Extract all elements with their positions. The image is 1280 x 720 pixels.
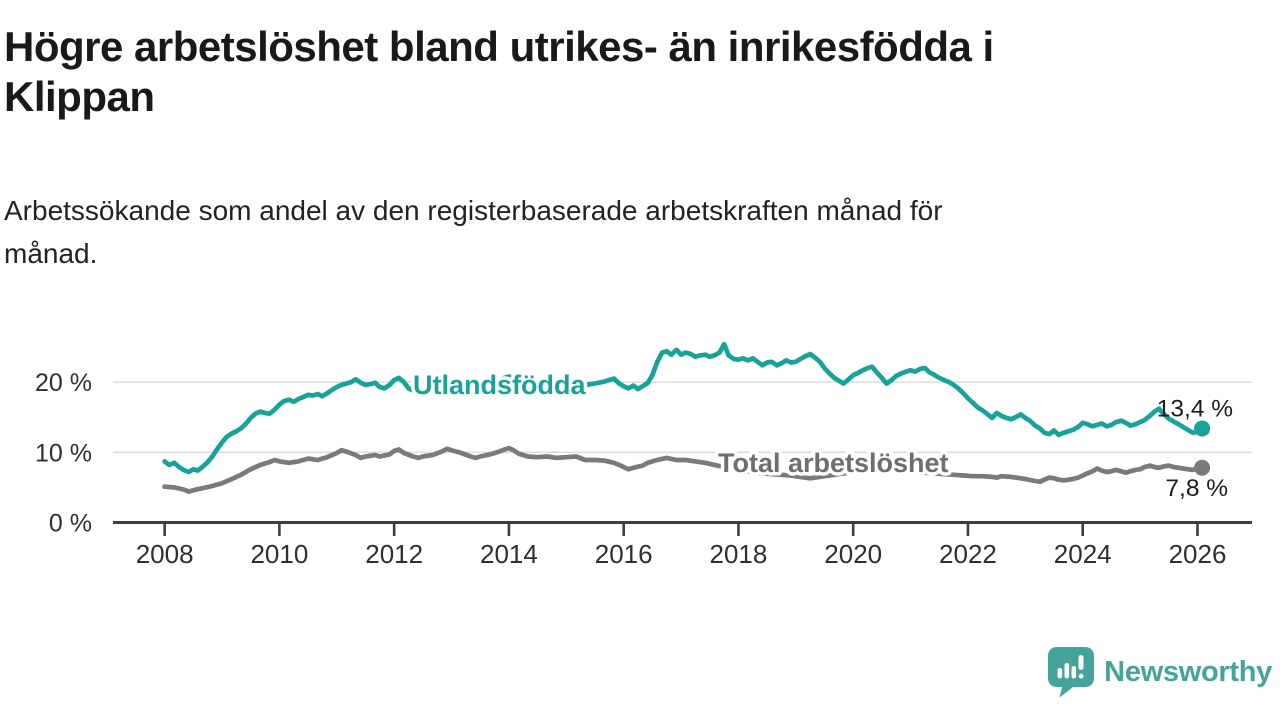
series-line <box>162 445 1205 494</box>
series-inline-label: Utlandsfödda <box>413 370 586 400</box>
x-tick-label: 2022 <box>939 539 997 569</box>
newsworthy-logo-icon <box>1048 646 1095 697</box>
series-end-dot <box>1194 420 1211 437</box>
chart-series <box>162 341 1205 494</box>
page-title: Högre arbetslöshet bland utrikes- än inr… <box>4 23 994 120</box>
gridlines: 0 % 10 % 20 % <box>35 369 1252 538</box>
x-tick-label: 2010 <box>250 539 308 569</box>
x-axis: 2008 2010 2012 2014 2016 2018 2020 2022 2024 2026 <box>113 521 1252 569</box>
y-tick-label: 0 % <box>49 510 92 538</box>
line-chart: 0 % 10 % 20 % 2008 2010 2012 2014 2016 2018 2020… <box>35 341 1252 569</box>
x-tick-label: 2020 <box>824 539 882 569</box>
newsworthy-branding: Newsworthy <box>1048 644 1272 700</box>
x-tick-label: 2012 <box>365 539 423 569</box>
series-line <box>162 341 1205 475</box>
brand-name: Newsworthy <box>1104 655 1272 688</box>
y-tick-label: 20 % <box>35 369 92 397</box>
x-tick-label: 2024 <box>1054 539 1112 569</box>
series-inline-label: Total arbetslöshet <box>718 448 949 478</box>
chart-subtitle: Arbetssökande som andel av den registerb… <box>4 195 943 269</box>
x-tick-label: 2018 <box>710 539 768 569</box>
y-tick-label: 10 % <box>35 439 92 467</box>
x-tick-label: 2016 <box>595 539 653 569</box>
x-tick-label: 2026 <box>1169 539 1227 569</box>
series-end-value-label: 13,4 % <box>1157 395 1233 422</box>
series-end-dot <box>1194 459 1211 476</box>
x-tick-label: 2008 <box>136 539 194 569</box>
x-tick-label: 2014 <box>480 539 538 569</box>
series-end-value-label: 7,8 % <box>1165 475 1228 502</box>
chart-labels: Total arbetslöshet 7,8 % Utlandsfödda 13,4 … <box>410 367 1234 502</box>
